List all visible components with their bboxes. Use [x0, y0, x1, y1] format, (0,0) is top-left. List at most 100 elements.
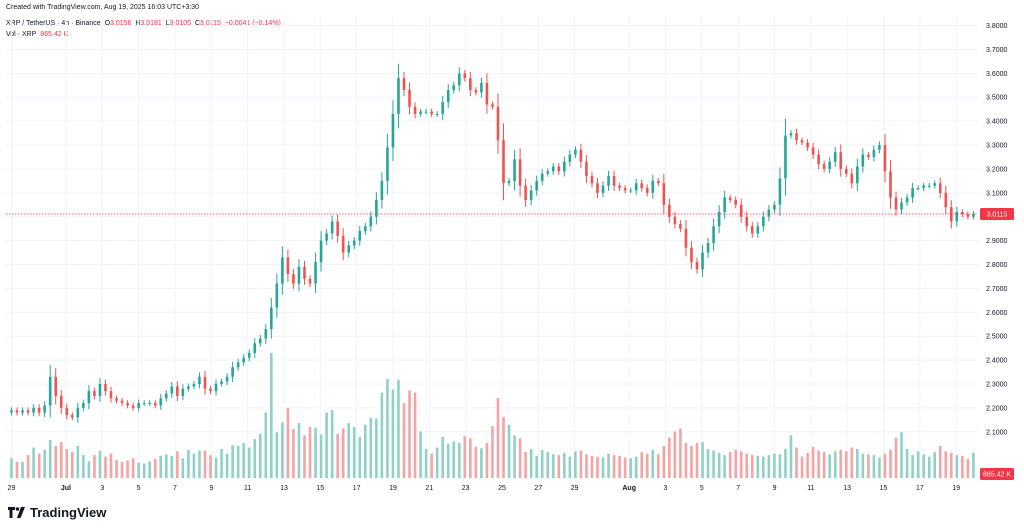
volume-bar	[706, 449, 710, 478]
x-tick-label: 3	[664, 485, 668, 492]
volume-legend: Vol · XRP 865.42 K	[6, 31, 68, 38]
y-tick-label: 3.3000	[986, 143, 1008, 150]
last-volume-tag	[980, 468, 1014, 480]
candle-body	[419, 111, 422, 114]
volume-bar	[966, 458, 970, 478]
y-tick-label: 2.3000	[986, 381, 1008, 388]
price-axis[interactable]: 3.8000 3.7000 3.6000 3.5000 3.4000 3.3000 3.20…	[986, 23, 1008, 436]
candle-body	[966, 214, 970, 217]
x-tick-label: 19	[389, 485, 397, 492]
candle-body	[546, 171, 550, 174]
x-tick-label: 3	[100, 485, 104, 492]
volume-bar	[623, 457, 627, 478]
candle-body	[596, 183, 599, 193]
x-tick-label: 29	[8, 485, 16, 492]
volume-bar	[435, 447, 439, 478]
volume-bar	[314, 427, 317, 478]
volume-bar	[142, 463, 146, 478]
candle-body	[529, 190, 533, 200]
candle-body	[214, 383, 218, 392]
volume-bar	[441, 436, 444, 478]
y-tick-label: 2.7000	[986, 286, 1008, 293]
candle-body	[612, 176, 616, 186]
volume-bar	[286, 407, 290, 478]
volume-bar	[176, 451, 179, 478]
volume-bar	[457, 442, 461, 478]
candle-body	[402, 78, 406, 91]
volume-bar	[209, 455, 212, 478]
candle-body	[115, 398, 118, 401]
volume-bar	[336, 433, 339, 478]
candle-body	[225, 376, 229, 382]
volume-bar	[474, 446, 478, 478]
volume-bar	[524, 452, 527, 478]
volume-bar	[258, 433, 262, 478]
candle-body	[563, 161, 566, 172]
volume-bar	[557, 455, 561, 478]
volume-bar	[159, 455, 163, 478]
y-tick-label: 3.2000	[986, 166, 1008, 173]
volume-bar	[856, 449, 859, 478]
volume-bar	[563, 452, 566, 478]
x-tick-label: 13	[843, 485, 851, 492]
symbol-title: XRP / TetherUS · 4h · Binance	[6, 20, 101, 27]
candle-body	[148, 403, 151, 405]
candle-body	[745, 216, 749, 227]
volume-bar	[950, 452, 953, 478]
volume-bar	[71, 452, 74, 478]
x-tick-label: Aug	[622, 485, 636, 492]
candle-body	[364, 226, 367, 232]
candle-body	[878, 145, 881, 150]
candle-body	[806, 142, 809, 148]
candle-body	[159, 398, 163, 406]
volume-bar	[48, 439, 52, 478]
volume-bar	[413, 392, 417, 478]
volume-bar	[645, 453, 649, 478]
candle-body	[253, 343, 257, 353]
candle-body	[607, 176, 610, 186]
candle-body	[518, 159, 522, 186]
y-tick-label: 2.2000	[986, 405, 1008, 412]
x-tick-label: 15	[880, 485, 888, 492]
candle-body	[480, 82, 483, 93]
volume-bar	[480, 448, 483, 478]
candle-body	[176, 386, 179, 396]
volume-bar	[507, 424, 511, 478]
volume-bar	[214, 457, 218, 478]
tradingview-logo[interactable]: TradingView	[8, 505, 106, 520]
volume-bar	[651, 449, 655, 478]
x-tick-label: 11	[244, 485, 251, 492]
candle-body	[723, 197, 726, 212]
candle-body	[258, 338, 262, 344]
volume-bar	[10, 458, 13, 478]
volume-bar	[662, 445, 666, 478]
candle-body	[535, 180, 538, 191]
x-tick-label: 13	[280, 485, 288, 492]
candle-body	[706, 243, 710, 253]
candle-body	[48, 376, 52, 406]
candle-body	[950, 207, 953, 222]
volume-bar	[402, 403, 406, 478]
volume-bar	[612, 455, 616, 478]
volume-bar	[955, 455, 959, 478]
x-tick-label: 5	[137, 485, 141, 492]
x-tick-label: 7	[736, 485, 740, 492]
candle-body	[905, 197, 909, 203]
volume-bar	[894, 437, 898, 478]
volume-bar	[54, 445, 58, 478]
x-tick-label: 11	[807, 485, 814, 492]
candle-body	[773, 204, 776, 210]
candle-body	[87, 391, 91, 404]
candle-body	[375, 199, 378, 217]
volume-bar	[87, 461, 91, 478]
volume-bar	[297, 423, 301, 478]
candle-body	[485, 82, 489, 105]
candle-body	[734, 199, 738, 205]
candle-body	[463, 73, 467, 79]
volume-bar	[773, 453, 776, 478]
volume-bar	[369, 417, 373, 478]
time-axis[interactable]: 29 Jul 3 5 7 9 11 13 15 17 19 21 23 25 27 29 Aug 3 5 7 9 11 13…	[8, 485, 961, 492]
x-tick-label: 15	[316, 485, 324, 492]
candle-body	[684, 228, 688, 248]
